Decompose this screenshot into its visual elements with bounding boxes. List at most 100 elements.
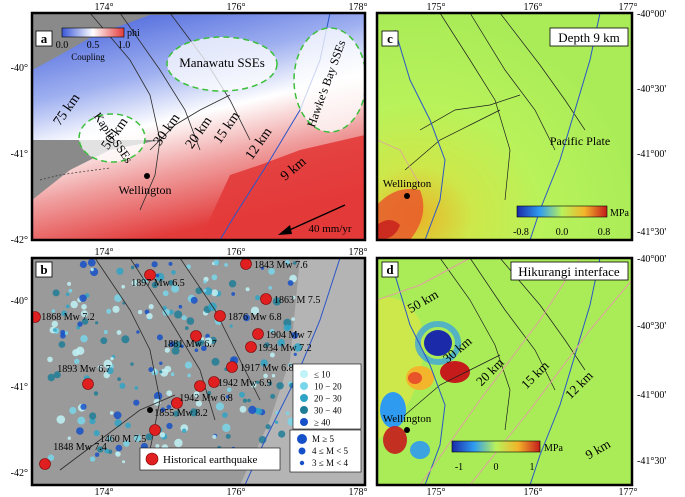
historical-earthquake-marker (208, 376, 220, 388)
seismic-event (68, 288, 73, 293)
panel-c-letter: c (387, 31, 393, 46)
panel-d: d Hikurangi interface 50 km 30 km 20 km … (375, 254, 666, 497)
seismic-event (53, 328, 57, 332)
panel-b-seismicity (47, 258, 303, 464)
seismic-event (115, 451, 121, 457)
panel-a-colorbar-title: phi (127, 28, 140, 39)
panel-a-y-tick: -40° (11, 63, 28, 74)
panel-a-velocity-arrow (284, 204, 346, 233)
seismic-event (146, 313, 153, 320)
seismic-event (195, 400, 202, 407)
seismic-event (186, 317, 195, 325)
seismic-event (205, 333, 210, 339)
seismic-event (94, 452, 100, 457)
panel-c-y-tick: -41°00' (637, 149, 666, 160)
panel-c-fault-line (469, 13, 556, 151)
seismic-event (195, 287, 203, 295)
seismic-event (70, 300, 78, 309)
seismic-event (265, 424, 271, 430)
seismic-event (47, 373, 55, 382)
seismic-event (106, 367, 114, 375)
panel-c-wellington-marker (404, 193, 410, 199)
seismic-event (189, 408, 198, 417)
seismic-event (164, 347, 170, 353)
panel-c-colorbar-tick: 0.8 (598, 227, 611, 238)
panel-a-y-tick: -41° (11, 149, 28, 160)
panel-d-stress-negative (410, 441, 430, 459)
panel-d-stress-negative (380, 392, 406, 428)
seismic-event (58, 341, 66, 348)
panel-c-y-tick: -40°00' (637, 9, 666, 20)
seismic-event (89, 456, 96, 462)
depth-legend-swatch (300, 370, 308, 378)
seismic-event (211, 357, 220, 366)
panel-d-letter-box (381, 261, 399, 278)
seismic-event (211, 289, 219, 297)
seismic-event (239, 391, 245, 398)
panel-d-colorbar (451, 440, 541, 453)
seismic-event (162, 290, 169, 297)
depth-legend-swatch (300, 406, 308, 414)
seismic-event (61, 310, 68, 317)
panel-a-velocity-label: 40 mm/yr (308, 223, 351, 235)
seismic-event (194, 348, 199, 353)
panel-b-x-tick: 178° (349, 247, 368, 258)
panel-b-x-tick-bottom: 178° (349, 487, 368, 497)
seismic-event (134, 386, 139, 390)
panel-c-letter-box (381, 30, 399, 47)
seismic-event (148, 304, 154, 310)
panel-d-stress-high (383, 426, 407, 454)
historical-earthquake-marker (144, 269, 156, 281)
seismic-event (77, 321, 83, 327)
seismic-event (166, 404, 172, 410)
seismic-event (76, 427, 84, 435)
seismic-event (114, 294, 122, 302)
seismic-event (79, 294, 87, 302)
panel-b-historical-earthquakes (32, 258, 272, 470)
seismic-event (269, 328, 275, 334)
seismic-event (123, 440, 130, 447)
seismic-event (116, 330, 122, 335)
seismic-event (169, 341, 175, 347)
seismic-event (224, 263, 229, 267)
seismic-event (65, 292, 70, 297)
panel-c-contour (377, 139, 421, 186)
panel-d-fault-line (439, 258, 511, 431)
panel-d-wellington-label: Wellington (383, 413, 432, 425)
seismic-event (166, 422, 173, 430)
seismic-event (80, 335, 88, 343)
panel-c-fault-line (439, 13, 511, 201)
seismic-event (103, 359, 113, 369)
historical-earthquake-marker (82, 378, 94, 390)
historical-earthquake-label: 1904 Mw 7 (266, 330, 312, 341)
panel-d-title-box (510, 261, 629, 281)
seismic-event (276, 382, 284, 390)
seismic-event (190, 296, 198, 304)
seismic-event (285, 260, 290, 265)
historical-earthquake-marker (252, 328, 264, 340)
seismic-event (270, 393, 276, 399)
seismic-event (215, 402, 224, 411)
seismic-event (159, 370, 163, 374)
panel-b-mag-symbol (298, 447, 306, 455)
seismic-event (121, 335, 130, 344)
seismic-event (182, 428, 187, 433)
seismic-event (291, 331, 299, 339)
seismic-event (231, 292, 236, 296)
panel-c-x-tick: 177° (619, 2, 638, 13)
panel-b-letter-box (35, 261, 53, 278)
panel-d-depth-contour (419, 258, 581, 485)
panel-d-letter: d (386, 262, 394, 277)
panel-a-colorbar-tick: 0.5 (87, 40, 100, 51)
seismic-event (166, 390, 173, 397)
seismic-event (47, 356, 53, 363)
historical-earthquake-label: 1942 Mw 6.8 (179, 393, 233, 404)
seismic-event (203, 288, 207, 293)
panel-c-colorbar (516, 205, 608, 218)
panel-d-stress-negative-halo (415, 321, 461, 365)
historical-earthquake-label: 1848 Mw 7.4 (53, 442, 107, 453)
seismic-event (67, 436, 72, 440)
seismic-event (81, 304, 87, 310)
seismic-event (112, 305, 120, 313)
seismic-event (260, 359, 268, 367)
